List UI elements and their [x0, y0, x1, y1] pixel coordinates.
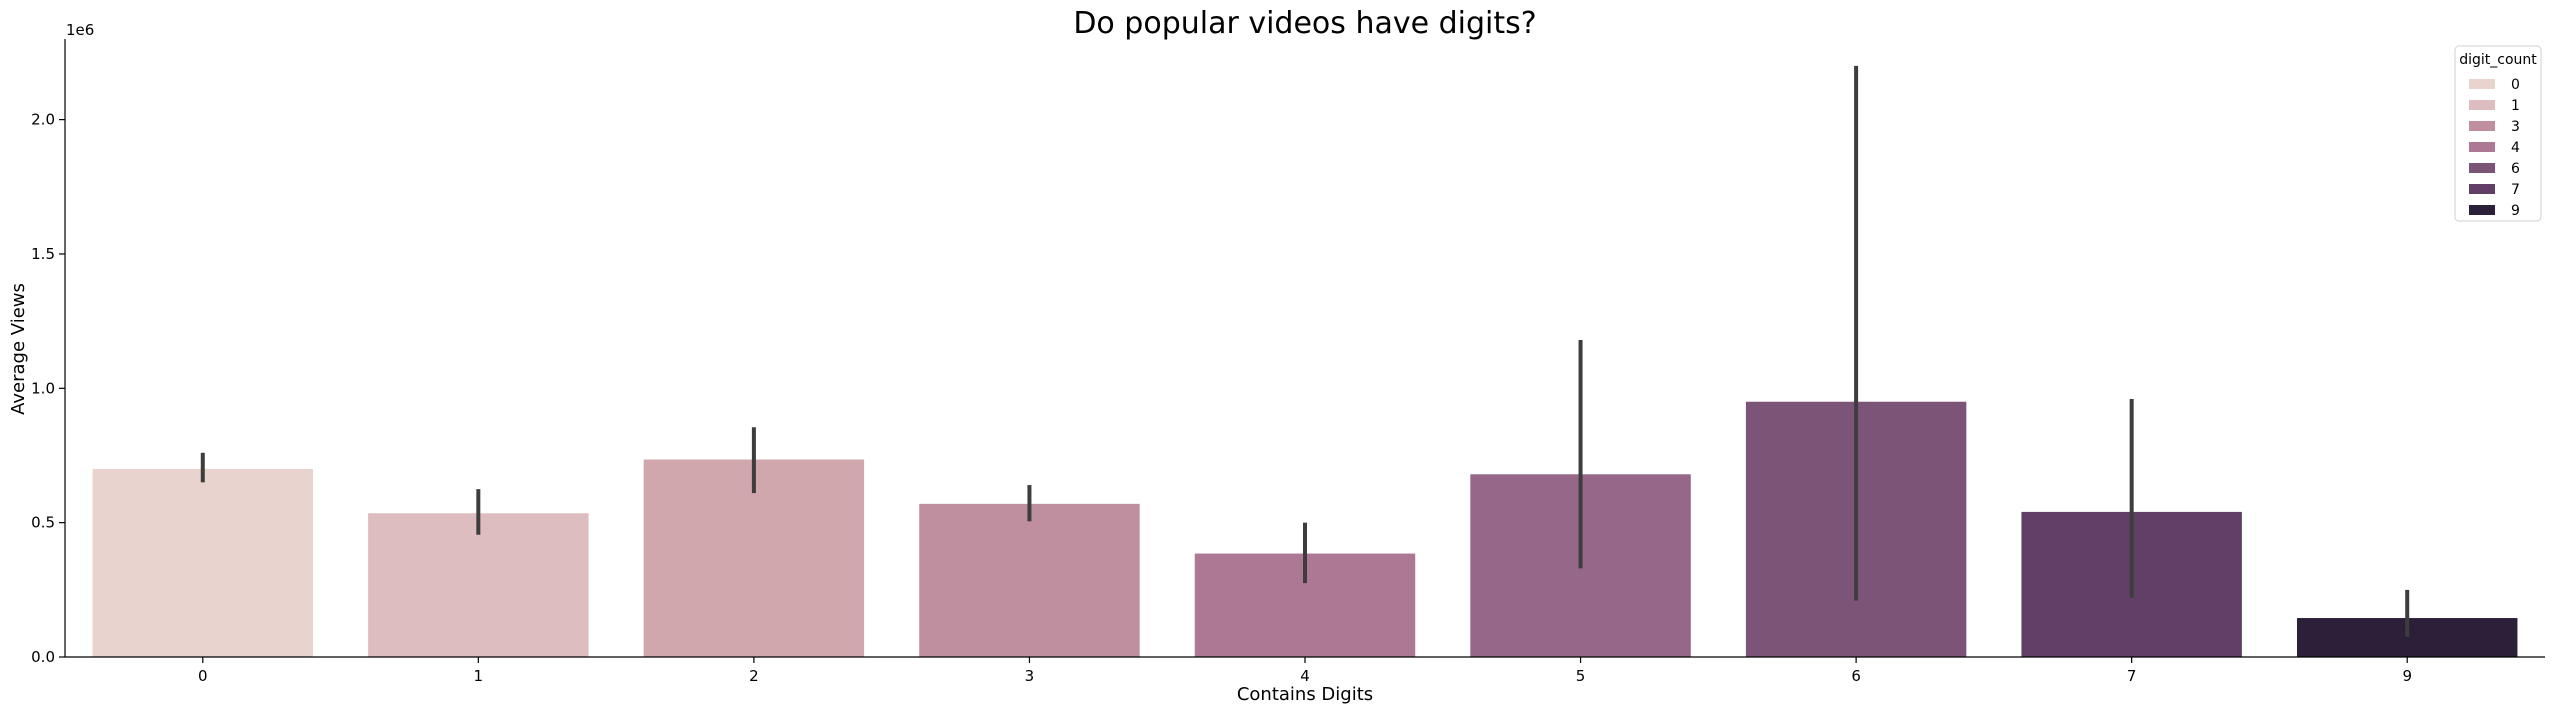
- legend-label-6: 6: [2511, 161, 2520, 177]
- x-tick-label-6: 6: [1851, 667, 1861, 685]
- x-tick-label-0: 0: [198, 667, 208, 685]
- axes-group: 0 1 2 3 4 5 6 7 9 0.0 0.5 1.0 1.5 2.0: [31, 39, 2545, 685]
- bar-3: [919, 503, 1140, 657]
- legend: digit_count 0 1 3 4 6 7 9: [2454, 45, 2542, 222]
- legend-swatch-6: [2469, 163, 2495, 173]
- bars-group: [92, 401, 2518, 657]
- legend-swatch-9: [2469, 205, 2495, 215]
- x-tick-label-9: 9: [2402, 667, 2412, 685]
- y-tick-label: 0.0: [31, 648, 55, 666]
- y-axis-offset-label: 1e6: [66, 21, 94, 39]
- legend-swatch-4: [2469, 142, 2495, 152]
- legend-title: digit_count: [2459, 52, 2537, 68]
- x-axis-title: Contains Digits: [1237, 684, 1373, 705]
- error-bars-group: [200, 65, 2410, 637]
- chart-title: Do popular videos have digits?: [1073, 6, 1536, 41]
- legend-label-9: 9: [2511, 203, 2520, 219]
- x-tick-label-3: 3: [1025, 667, 1035, 685]
- x-tick-label-4: 4: [1300, 667, 1310, 685]
- x-tick-label-1: 1: [474, 667, 484, 685]
- legend-swatch-0: [2469, 79, 2495, 89]
- legend-swatch-7: [2469, 184, 2495, 194]
- legend-swatch-1: [2469, 100, 2495, 110]
- legend-label-1: 1: [2511, 98, 2520, 114]
- legend-swatch-3: [2469, 121, 2495, 131]
- bar-0: [92, 468, 313, 657]
- y-tick-label: 0.5: [31, 514, 55, 532]
- legend-box: [2454, 45, 2542, 222]
- y-tick-label: 1.0: [31, 379, 55, 397]
- y-axis-title: Average Views: [8, 283, 29, 415]
- x-tick-label-5: 5: [1576, 667, 1586, 685]
- legend-label-4: 4: [2511, 140, 2520, 156]
- legend-label-3: 3: [2511, 119, 2520, 135]
- legend-label-7: 7: [2511, 182, 2520, 198]
- x-tick-label-2: 2: [749, 667, 759, 685]
- x-tick-label-7: 7: [2127, 667, 2137, 685]
- legend-label-0: 0: [2511, 77, 2520, 93]
- y-tick-label: 1.5: [31, 245, 55, 263]
- bar-1: [368, 513, 589, 657]
- y-tick-label: 2.0: [31, 111, 55, 129]
